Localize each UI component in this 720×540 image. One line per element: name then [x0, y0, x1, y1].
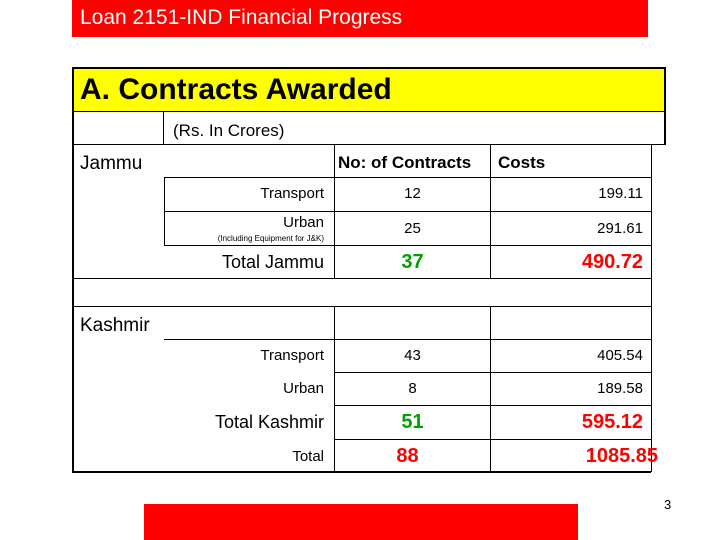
grand-total-costs-value: 1085.85: [585, 445, 658, 467]
column-header-contracts: No: of Contracts: [338, 153, 472, 172]
contracts-value: 25: [404, 220, 421, 237]
costs-value: 405.54: [597, 347, 643, 364]
unit-label: (Rs. In Crores): [173, 121, 285, 140]
row-label: Transport: [260, 185, 324, 202]
row-note: (Including Equipment for J&K): [217, 234, 324, 243]
contracts-value: 43: [404, 347, 421, 364]
grand-total-label: Total: [292, 448, 324, 465]
region-label-jammu: Jammu: [80, 153, 143, 174]
row-label: Urban: [283, 214, 324, 231]
costs-value: 199.11: [598, 185, 643, 202]
total-costs-value: 595.12: [581, 411, 643, 433]
page-number: 3: [664, 497, 672, 512]
contracts-value: 8: [408, 380, 417, 397]
section-title-bar: [72, 69, 665, 112]
total-label: Total Jammu: [221, 252, 324, 272]
row-label: Urban: [283, 380, 324, 397]
region-label-kashmir: Kashmir: [80, 315, 150, 336]
section-title: A. Contracts Awarded: [80, 73, 392, 106]
footer-bar: [144, 504, 578, 540]
header-bar: [72, 0, 648, 37]
total-costs-value: 490.72: [581, 251, 643, 273]
row-label: Transport: [260, 347, 324, 364]
total-contracts-value: 51: [401, 411, 424, 433]
column-header-costs: Costs: [498, 153, 546, 172]
page-title: Loan 2151-IND Financial Progress: [80, 6, 403, 29]
grand-total-contracts-value: 88: [396, 445, 419, 467]
costs-value: 189.58: [597, 380, 643, 397]
costs-value: 291.61: [597, 220, 643, 237]
total-label: Total Kashmir: [214, 412, 324, 432]
total-contracts-value: 37: [401, 251, 424, 273]
contracts-value: 12: [404, 185, 421, 202]
